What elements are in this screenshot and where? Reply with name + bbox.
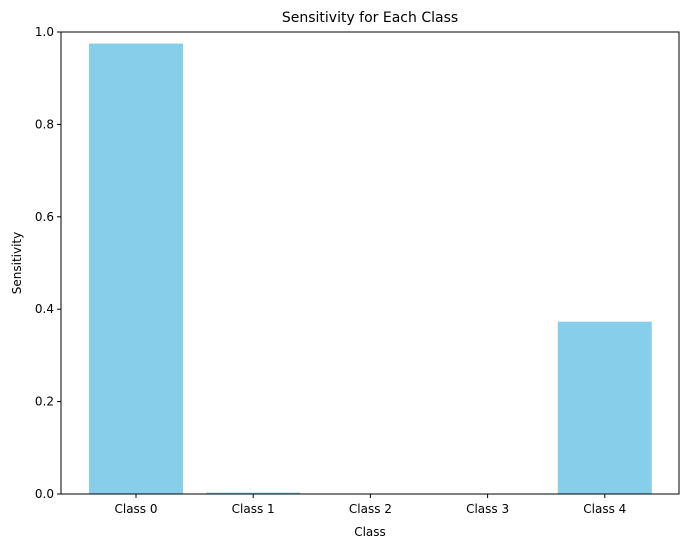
- x-tick-label: Class 3: [466, 502, 509, 516]
- x-tick-label: Class 1: [232, 502, 275, 516]
- y-axis-label: Sensitivity: [10, 232, 24, 294]
- y-axis-ticks: 0.0 0.2 0.4 0.6 0.8 1.0: [35, 25, 61, 501]
- y-tick-label: 0.2: [35, 395, 54, 409]
- y-tick-label: 0.0: [35, 487, 54, 501]
- x-axis-label: Class: [354, 525, 386, 539]
- bar-class-1: [206, 492, 301, 494]
- bars-layer: [89, 43, 652, 495]
- x-tick-label: Class 0: [114, 502, 157, 516]
- x-tick-label: Class 4: [583, 502, 626, 516]
- y-tick-label: 0.6: [35, 210, 54, 224]
- y-tick-label: 0.4: [35, 302, 54, 316]
- y-tick-label: 0.8: [35, 117, 54, 131]
- chart-title: Sensitivity for Each Class: [282, 10, 458, 26]
- bar-class-0: [89, 43, 183, 495]
- bar-class-4: [557, 321, 652, 494]
- y-tick-label: 1.0: [35, 25, 54, 39]
- x-axis-ticks: Class 0 Class 1 Class 2 Class 3 Class 4: [114, 494, 626, 516]
- x-tick-label: Class 2: [349, 502, 392, 516]
